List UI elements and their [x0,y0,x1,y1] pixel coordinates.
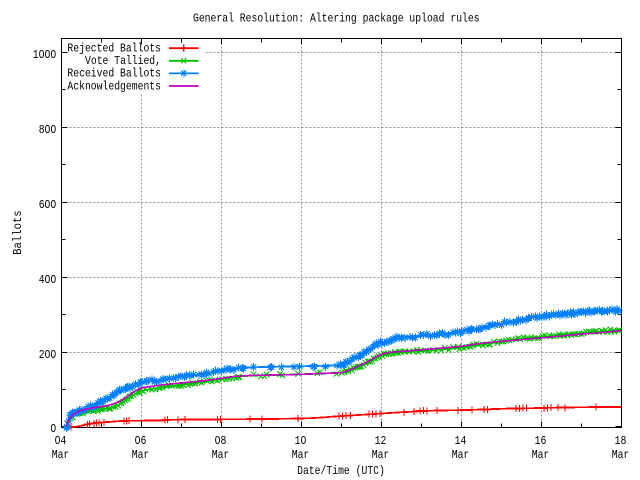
svg-text:Mar: Mar [132,448,150,462]
svg-text:Mar: Mar [452,448,470,462]
svg-text:O: O [50,422,56,436]
svg-text:O4: O4 [55,434,67,448]
svg-text:Mar: Mar [52,448,70,462]
svg-text:Mar: Mar [372,448,390,462]
svg-text:4OO: 4OO [39,273,57,287]
svg-text:Mar: Mar [612,448,630,462]
svg-text:8OO: 8OO [39,123,57,137]
svg-text:Ballots: Ballots [11,210,25,255]
svg-text:12: 12 [375,434,387,448]
svg-text:General Resolution: Altering p: General Resolution: Altering package upl… [193,11,480,25]
svg-text:16: 16 [535,434,547,448]
svg-text:Received Ballots: Received Ballots [67,67,161,81]
svg-text:2OO: 2OO [39,348,57,362]
svg-text:14: 14 [455,434,467,448]
svg-text:Date/Time (UTC): Date/Time (UTC) [297,464,385,478]
svg-text:1OOO: 1OOO [33,48,56,62]
svg-text:1O: 1O [295,434,307,448]
svg-text:Mar: Mar [532,448,550,462]
svg-text:6OO: 6OO [39,198,57,212]
svg-text:Vote Tallied,: Vote Tallied, [85,54,161,68]
svg-text:O8: O8 [215,434,227,448]
svg-text:Acknowledgements: Acknowledgements [67,79,161,93]
svg-text:18: 18 [615,434,627,448]
svg-text:Mar: Mar [212,448,230,462]
svg-text:O6: O6 [135,434,147,448]
svg-text:Mar: Mar [292,448,310,462]
svg-text:Rejected Ballots: Rejected Ballots [67,42,161,56]
